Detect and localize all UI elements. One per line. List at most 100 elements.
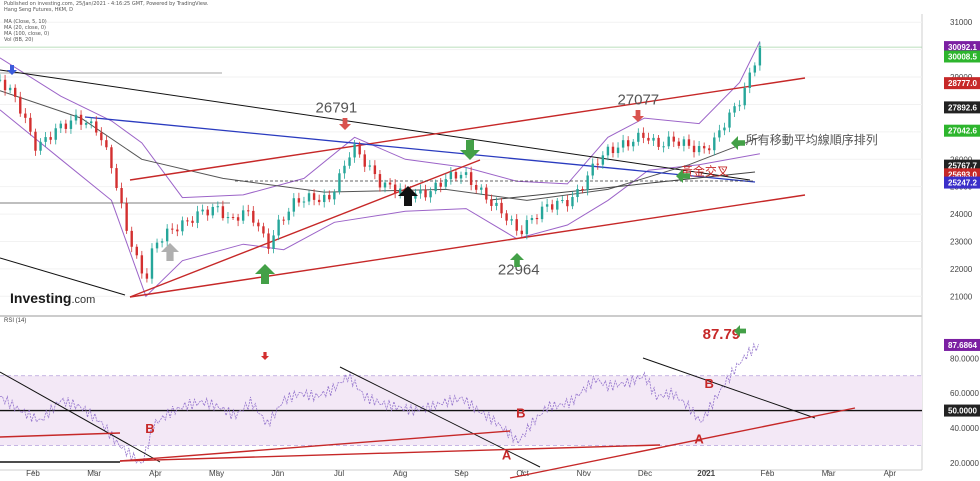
bollinger-upper-line (0, 41, 761, 199)
candle-body (297, 198, 301, 203)
candle-body (591, 163, 594, 176)
candle-body (718, 130, 721, 138)
long-downtrend-line (0, 69, 751, 181)
candle-body (150, 248, 154, 279)
blue-downtrend-line (84, 116, 756, 183)
candle-body (566, 200, 569, 207)
price-axis-tick-label: 31000 (950, 18, 973, 27)
price-tag (944, 50, 980, 63)
candle-body (677, 141, 681, 146)
candle-body (561, 200, 564, 202)
price-tag-label: 25247.2 (948, 179, 977, 188)
candle-body (79, 114, 83, 125)
price-tag-label: 28777.0 (948, 79, 977, 88)
indicator-legend-2: MA (20, close, 0) (4, 25, 47, 31)
candle-body (500, 202, 503, 214)
candle-body (454, 172, 458, 179)
candle-body (530, 217, 534, 221)
upper-channel-line (129, 77, 806, 181)
down-arrow-icon (7, 65, 17, 75)
rsi-red-line (119, 430, 511, 462)
candle-body (520, 230, 523, 235)
candle-body (414, 193, 417, 199)
candle-body (155, 242, 159, 249)
time-axis-tick-label: Mar (822, 469, 836, 478)
rsi-red-line (509, 407, 856, 479)
candle-body (59, 123, 62, 129)
candle-body (292, 198, 296, 212)
rsi-axis-tick-label: 20.0000 (950, 459, 979, 468)
candle-body (586, 175, 589, 191)
candle-body (748, 72, 751, 89)
candle-body (550, 204, 554, 210)
candle-body (165, 228, 169, 242)
candle-body (49, 137, 52, 140)
candle-body (611, 146, 615, 154)
candle-body (226, 217, 230, 219)
right-arrow-icon (734, 325, 746, 337)
ma-crossover-line (489, 171, 756, 201)
candle-body (120, 188, 123, 203)
rsi-annotation: B (705, 376, 714, 391)
down-arrow-icon (339, 118, 351, 130)
candle-body (424, 189, 427, 198)
candle-body (383, 182, 387, 188)
rsi-red-line (0, 432, 121, 438)
candle-body (525, 220, 529, 235)
indicator-legend-1: MA (Close, 5, 10) (4, 19, 47, 25)
candle-body (191, 220, 194, 223)
investing-logo: Investing.com (10, 290, 96, 306)
candle-body (343, 165, 346, 174)
candle-body (469, 172, 473, 185)
candle-body (510, 219, 513, 221)
time-axis-tick-label: May (209, 469, 224, 478)
price-tag (944, 41, 980, 54)
candle-body (140, 255, 144, 274)
lower-channel-line (129, 194, 806, 298)
candle-body (687, 139, 691, 146)
candle-body (0, 79, 2, 81)
candle-body (44, 137, 47, 142)
candle-body (64, 123, 68, 129)
price-axis-tick-label: 24000 (950, 210, 973, 219)
candle-body (540, 206, 544, 220)
candle-body (95, 121, 98, 133)
candle-body (434, 182, 437, 192)
price-tag (944, 176, 980, 189)
candle-body (348, 157, 351, 166)
price-tag (944, 124, 980, 137)
rsi-black-line (339, 366, 541, 468)
candle-body (312, 193, 316, 200)
candle-body (576, 188, 579, 198)
price-tag-label: 25693.0 (948, 170, 977, 179)
rsi-label: RSI (14) (4, 318, 27, 324)
candle-body (464, 172, 468, 175)
candle-body (419, 189, 422, 194)
candle-body (257, 222, 260, 227)
left-arrow-icon (731, 136, 745, 150)
candle-body (135, 246, 138, 256)
candle-body (100, 132, 103, 141)
candle-body (241, 210, 245, 221)
candle-body (145, 273, 149, 279)
candle-body (439, 182, 442, 187)
candle-body (753, 65, 757, 73)
candle-body (262, 226, 265, 234)
candle-body (708, 148, 711, 151)
price-annotation: 所有移動平均線順序排列 (746, 132, 878, 147)
candle-body (19, 96, 22, 114)
time-axis-tick-label: Dec (638, 469, 652, 478)
candle-body (358, 144, 361, 155)
candle-body (667, 136, 670, 147)
candle-body (211, 206, 214, 216)
candle-body (277, 219, 280, 236)
rsi-tag-label: 50.0000 (948, 407, 977, 416)
price-axis-tick-label: 22000 (950, 265, 973, 274)
candle-body (282, 219, 285, 221)
candle-body (490, 199, 493, 206)
price-annotation: 27077 (617, 91, 659, 108)
candle-body (373, 165, 377, 175)
candle-body (637, 132, 640, 142)
candle-body (505, 213, 508, 221)
